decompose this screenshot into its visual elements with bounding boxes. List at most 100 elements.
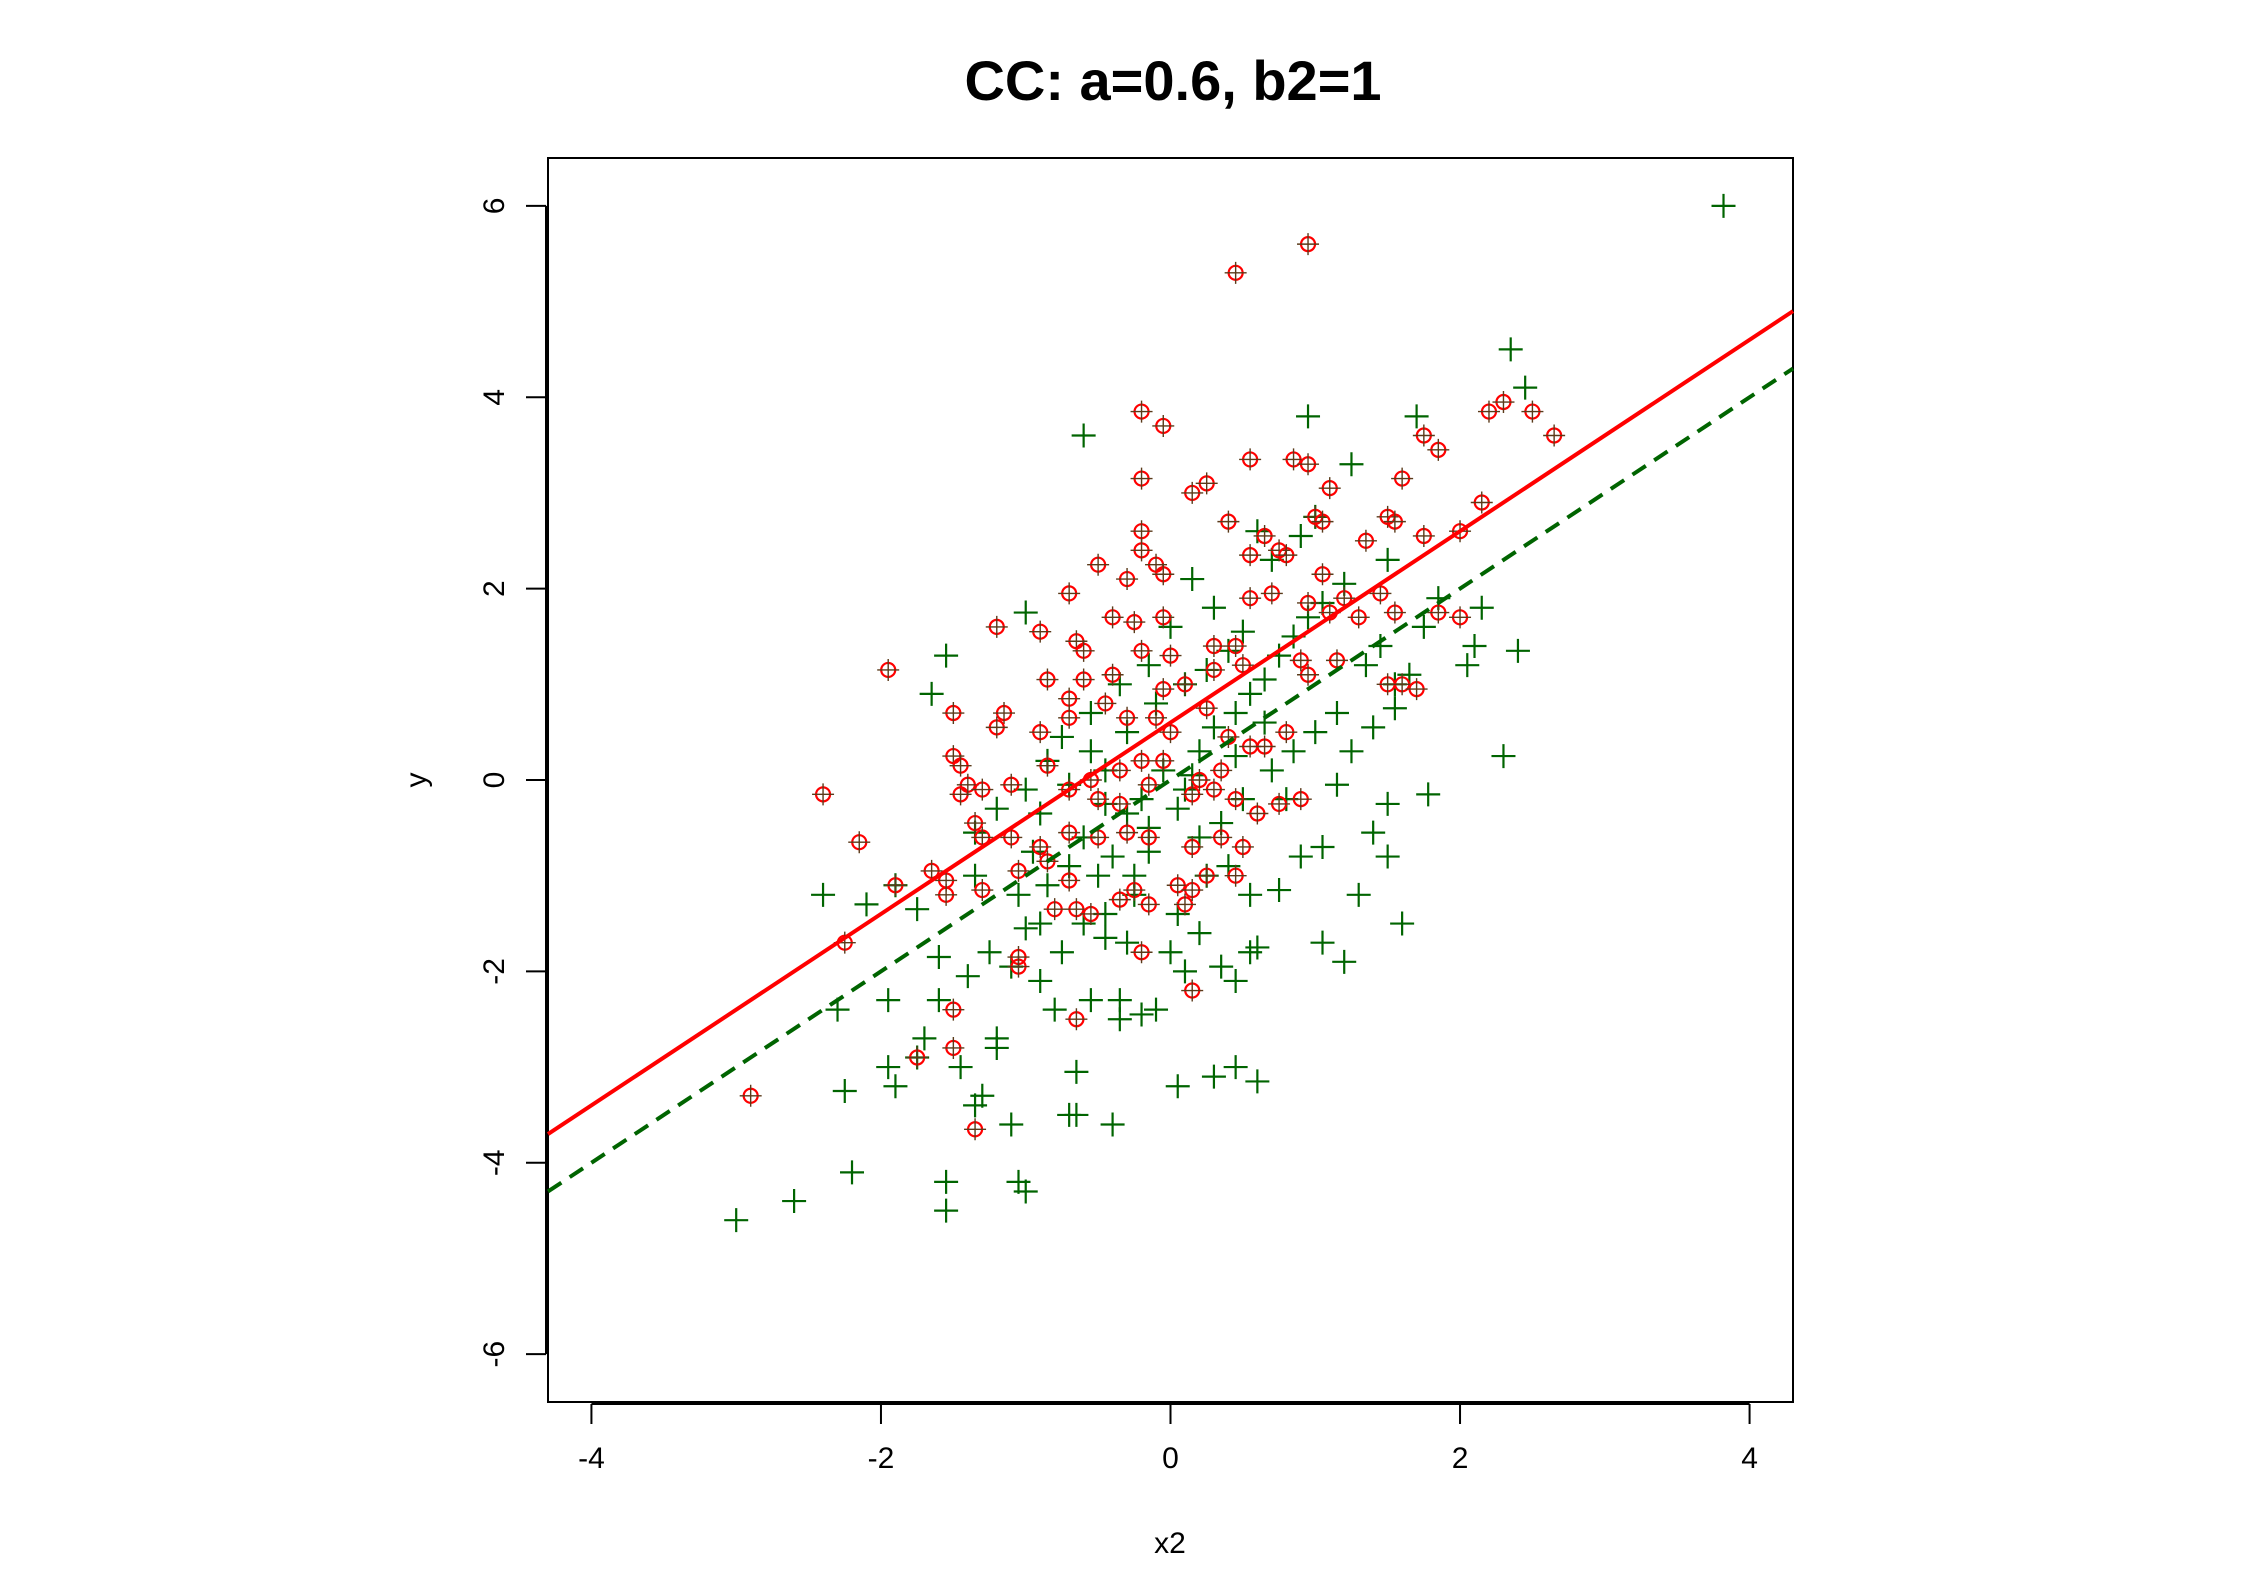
data-point: [1158, 940, 1183, 965]
data-point: [1035, 873, 1060, 898]
data-point: [724, 1208, 749, 1233]
data-point: [1072, 639, 1095, 662]
data-point: [1058, 582, 1081, 605]
data-point: [935, 883, 958, 906]
data-point: [1391, 467, 1414, 490]
fit-lines: [546, 309, 1795, 1194]
data-point: [1376, 673, 1399, 696]
data-point: [1238, 882, 1263, 907]
data-point: [964, 812, 987, 835]
data-point: [883, 1074, 908, 1099]
data-point: [1521, 400, 1544, 423]
data-point: [977, 940, 1002, 965]
data-point: [1094, 692, 1117, 715]
data-point: [1078, 739, 1103, 764]
data-point: [1029, 835, 1052, 858]
data-point: [955, 964, 980, 989]
data-point: [993, 702, 1016, 725]
data-point: [1013, 916, 1038, 941]
data-point: [971, 778, 994, 801]
data-point: [1505, 638, 1530, 663]
data-point: [1275, 721, 1298, 744]
data-point: [1181, 979, 1204, 1002]
y-tick-label: -6: [478, 1341, 511, 1368]
x-axis-label: x2: [1154, 1527, 1186, 1560]
data-point: [1383, 510, 1406, 533]
data-point: [1375, 547, 1400, 572]
data-point: [1217, 510, 1240, 533]
data-point: [1231, 835, 1254, 858]
data-point: [1253, 735, 1276, 758]
data-point: [1455, 653, 1480, 678]
data-point: [1513, 375, 1538, 400]
series-plus: [724, 193, 1736, 1233]
data-point: [1297, 663, 1320, 686]
data-point: [1137, 773, 1160, 796]
data-point: [956, 773, 979, 796]
data-point: [1289, 788, 1312, 811]
data-point: [934, 1169, 959, 1194]
data-point: [1013, 600, 1038, 625]
y-tick-label: -4: [478, 1149, 511, 1176]
data-point: [811, 882, 836, 907]
data-point: [1107, 1007, 1132, 1032]
data-point: [984, 796, 1009, 821]
data-point: [1000, 773, 1023, 796]
data-point: [1006, 882, 1031, 907]
data-point: [1405, 678, 1428, 701]
data-point: [1093, 925, 1118, 950]
data-point: [1137, 893, 1160, 916]
data-point: [1172, 959, 1197, 984]
data-point: [1007, 859, 1030, 882]
y-tick-label: 2: [478, 580, 511, 597]
data-point: [1289, 649, 1312, 672]
data-point: [1130, 941, 1153, 964]
data-point: [1252, 667, 1277, 692]
data-point: [949, 754, 972, 777]
data-point: [1324, 701, 1349, 726]
data-point: [1152, 563, 1175, 586]
data-point: [1195, 864, 1218, 887]
data-point: [1281, 739, 1306, 764]
data-point: [934, 643, 959, 668]
data-point: [1180, 567, 1205, 592]
data-point: [1462, 634, 1487, 659]
data-point: [876, 1055, 901, 1080]
data-point: [1311, 563, 1334, 586]
data-point: [1100, 844, 1125, 869]
data-point: [1390, 911, 1415, 936]
y-tick-label: 0: [478, 772, 511, 789]
y-tick-label: 4: [478, 389, 511, 406]
data-point: [926, 988, 951, 1013]
data-point: [1181, 879, 1204, 902]
data-point: [1253, 524, 1276, 547]
data-point: [1049, 940, 1074, 965]
data-point: [1202, 635, 1225, 658]
data-point: [1224, 788, 1247, 811]
data-point: [1058, 687, 1081, 710]
fit-line-all-data: [546, 366, 1795, 1194]
data-point: [1181, 783, 1204, 806]
data-point: [1130, 749, 1153, 772]
data-point: [877, 658, 900, 681]
data-point: [1043, 898, 1066, 921]
data-point: [884, 874, 907, 897]
data-point: [1152, 678, 1175, 701]
data-point: [739, 1084, 762, 1107]
data-point: [1224, 635, 1247, 658]
data-point: [1007, 955, 1030, 978]
data-point: [1064, 1059, 1089, 1084]
data-point: [1210, 826, 1233, 849]
data-point: [963, 1093, 988, 1118]
data-point: [985, 716, 1008, 739]
data-point: [1130, 467, 1153, 490]
data-point: [1202, 658, 1225, 681]
data-point: [1412, 424, 1435, 447]
data-point: [1324, 772, 1349, 797]
data-point: [1383, 601, 1406, 624]
x-axis: -4 -2 0 2 4: [578, 1403, 1758, 1475]
data-point: [942, 1036, 965, 1059]
data-point: [1078, 701, 1103, 726]
data-point: [905, 897, 930, 922]
data-point: [1058, 821, 1081, 844]
